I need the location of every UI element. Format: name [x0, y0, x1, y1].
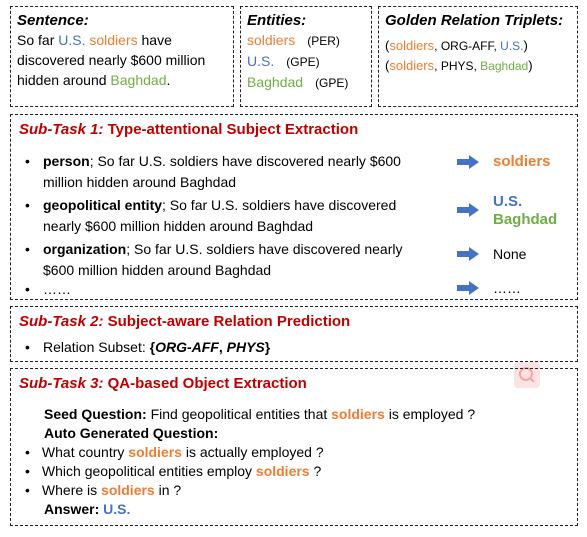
triplet-row: (soldiers, ORG-AFF, U.S.) — [385, 38, 528, 53]
answer-line: Answer: U.S. — [44, 501, 131, 517]
bullet-dot-icon: • — [25, 197, 30, 213]
answer-value: U.S. — [103, 501, 131, 517]
right-arrow-icon — [457, 281, 479, 295]
subtask2-box: Sub-Task 2: Subject-aware Relation Predi… — [10, 306, 578, 362]
right-arrow-icon — [457, 155, 479, 169]
entity-row: soldiers (PER) — [247, 32, 340, 48]
list-item: • What country soldiers is actually emplo… — [25, 444, 324, 460]
bullet-dot-icon: • — [25, 463, 30, 479]
right-arrow-icon — [457, 203, 479, 217]
sentence-box: Sentence: So far U.S. soldiers have disc… — [10, 6, 234, 107]
triplet-row: (soldiers, PHYS, Baghdad) — [385, 58, 533, 73]
sentence-line-2: discovered nearly $600 million — [17, 52, 206, 68]
entity-row: Baghdad (GPE) — [247, 74, 349, 90]
sentence-line-3: hidden around Baghdad. — [17, 72, 171, 88]
list-item: • Where is soldiers in ? — [25, 482, 182, 498]
entity-us: U.S. — [58, 32, 86, 48]
entity-row: U.S. (GPE) — [247, 53, 320, 69]
right-arrow-icon — [457, 247, 479, 261]
bullet-dot-icon: • — [25, 153, 30, 169]
subtask2-title: Sub-Task 2: Subject-aware Relation Predi… — [19, 313, 351, 330]
bullet-dot-icon: • — [25, 241, 30, 257]
entity-baghdad: Baghdad — [110, 72, 167, 88]
subtask3-title: Sub-Task 3: QA-based Object Extraction — [19, 375, 307, 392]
golden-title: Golden Relation Triplets: — [385, 12, 564, 29]
entities-box: Entities: soldiers (PER) U.S. (GPE) Baghda… — [240, 6, 372, 107]
bullet-dot-icon: • — [25, 482, 30, 498]
result-none: None — [493, 246, 527, 262]
subtask3-box: Sub-Task 3: QA-based Object Extraction S… — [10, 368, 578, 526]
result-baghdad: Baghdad — [493, 211, 558, 228]
bullet-dot-icon: • — [25, 444, 30, 460]
sentence-title: Sentence: — [17, 12, 89, 29]
subtask1-box: Sub-Task 1: Type-attentional Subject Ext… — [10, 114, 578, 300]
result-ellipsis: …… — [493, 280, 521, 296]
subtask1-title: Sub-Task 1: Type-attentional Subject Ext… — [19, 121, 359, 138]
golden-triplets-box: Golden Relation Triplets: (soldiers, ORG… — [378, 6, 578, 107]
entity-soldiers: soldiers — [89, 32, 138, 48]
list-item: • Which geopolitical entities employ sold… — [25, 463, 322, 479]
result-soldiers: soldiers — [493, 153, 551, 170]
entities-title: Entities: — [247, 12, 307, 29]
auto-generated-label: Auto Generated Question: — [44, 425, 219, 441]
bullet-dot-icon: • — [25, 281, 30, 297]
seed-question: Seed Question: Find geopolitical entitie… — [44, 406, 476, 422]
sentence-line-1: So far U.S. soldiers have — [17, 32, 172, 48]
result-us: U.S. — [493, 193, 523, 210]
magnifier-watermark-icon — [514, 362, 540, 388]
bullet-dot-icon: • — [25, 339, 30, 355]
